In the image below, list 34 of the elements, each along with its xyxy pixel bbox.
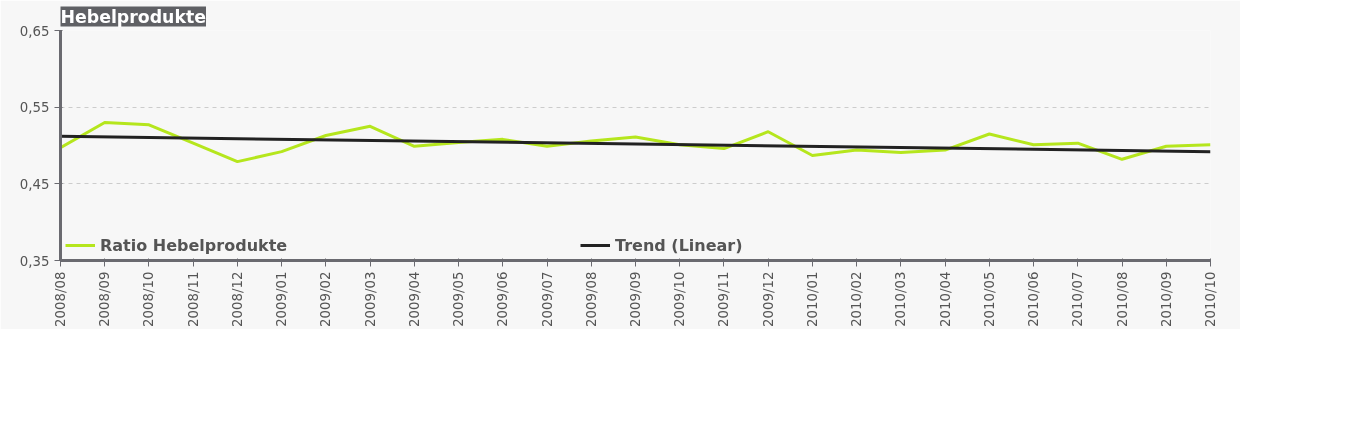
x-tick-label: 2009/01 <box>274 271 290 327</box>
legend-label: Ratio Hebelprodukte <box>100 235 289 255</box>
x-tick-label: 2009/12 <box>760 271 776 327</box>
y-tick-label: 0,45 <box>19 176 50 192</box>
x-tick-label: 2010/06 <box>1026 271 1042 327</box>
x-tick-label: 2008/11 <box>185 271 201 327</box>
chart-title: Hebelprodukte <box>60 6 207 27</box>
x-tick-label: 2009/02 <box>318 271 334 327</box>
x-tick-label: 2008/12 <box>229 271 245 327</box>
x-tick-label: 2008/10 <box>141 271 157 327</box>
x-tick-label: 2009/09 <box>628 271 643 327</box>
x-tick-label: 2009/10 <box>672 271 688 327</box>
y-tick-label: 0,55 <box>19 100 50 116</box>
x-tick-label: 2008/08 <box>53 271 68 327</box>
x-tick-label: 2009/11 <box>716 271 732 327</box>
legend-label: Trend (Linear) <box>615 235 744 255</box>
x-tick-label: 2010/04 <box>937 271 953 327</box>
x-tick-label: 2009/07 <box>539 271 555 327</box>
x-tick-label: 2010/08 <box>1114 271 1130 327</box>
x-tick-label: 2009/04 <box>406 271 422 327</box>
x-tick-label: 2010/03 <box>893 271 909 327</box>
x-tick-label: 2009/03 <box>362 271 378 327</box>
x-tick-label: 2010/02 <box>849 271 865 327</box>
y-tick-label: 0,35 <box>19 253 50 269</box>
x-tick-label: 2008/09 <box>97 271 113 327</box>
x-tick-label: 2009/05 <box>451 271 467 327</box>
x-tick-label: 2009/06 <box>495 271 511 327</box>
y-tick-label: 0,65 <box>19 23 50 39</box>
x-tick-label: 2009/08 <box>583 271 599 327</box>
x-tick-label: 2010/09 <box>1158 271 1174 327</box>
x-tick-label: 2010/10 <box>1203 271 1218 327</box>
x-tick-label: 2010/07 <box>1070 271 1086 327</box>
x-tick-label: 2010/01 <box>804 271 820 327</box>
x-tick-label: 2010/05 <box>981 271 997 327</box>
